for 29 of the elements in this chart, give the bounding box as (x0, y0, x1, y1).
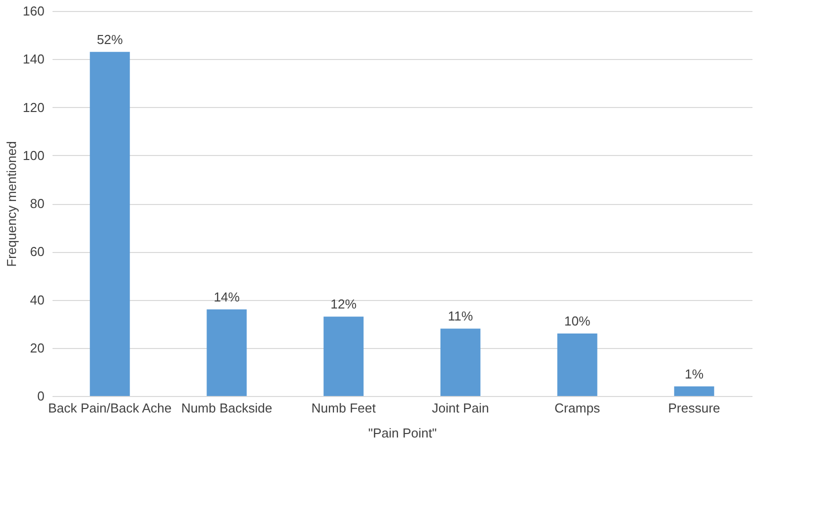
y-axis-title: Frequency mentioned (4, 141, 19, 267)
y-tick-label: 0 (37, 388, 44, 404)
annotation: 1% (684, 366, 704, 382)
bar (440, 328, 480, 396)
x-axis-title: "Pain Point" (368, 426, 438, 440)
y-tick-label: 140 (22, 52, 44, 67)
bar (206, 309, 247, 396)
bar (90, 52, 130, 396)
annotation: 12% (330, 296, 358, 312)
y-tick-label: 20 (30, 340, 44, 356)
bar (674, 386, 714, 396)
x-tick-label: Cramps (554, 400, 601, 416)
x-tick-label: Back Pain/Back Ache (48, 400, 172, 416)
x-tick-label: Pressure (668, 400, 720, 416)
annotation: 10% (564, 313, 591, 328)
y-tick-label: 100 (22, 148, 44, 163)
annotation: 14% (214, 289, 240, 304)
y-tick-label: 160 (22, 4, 44, 18)
annotation: 11% (448, 308, 474, 324)
y-tick-label: 120 (22, 100, 44, 115)
x-tick-label: Numb Feet (311, 400, 376, 416)
y-tick-label: 40 (30, 292, 44, 308)
y-tick-label: 60 (30, 244, 44, 260)
y-tick-label: 80 (30, 196, 44, 211)
x-tick-label: Joint Pain (432, 400, 489, 416)
x-tick-label: Numb Backside (181, 400, 272, 416)
bar (557, 333, 598, 396)
bar (324, 316, 364, 396)
annotation: 52% (96, 32, 124, 47)
